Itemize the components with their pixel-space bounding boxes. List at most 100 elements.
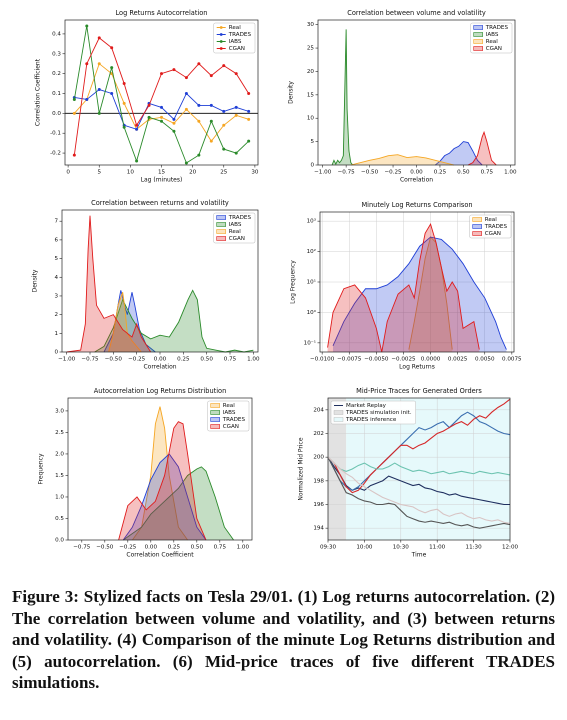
axes-frame	[317, 19, 516, 166]
point	[85, 62, 89, 66]
legend-box	[213, 22, 256, 54]
y-tick-label: 202	[313, 431, 324, 437]
point	[234, 113, 238, 117]
x-tick-label: 10:30	[393, 545, 410, 551]
y-tick-label: 0	[310, 163, 314, 169]
density-area	[66, 215, 151, 352]
legend-label: Real	[229, 25, 242, 31]
y-tick-label: 0.5	[55, 516, 64, 522]
y-axis-label: Normalized Mid Price	[298, 437, 305, 500]
y-tick-label: 2.0	[55, 451, 64, 457]
y-tick-label: 30	[307, 22, 315, 28]
point	[172, 68, 176, 72]
legend-label: Real	[485, 217, 498, 223]
point	[184, 91, 188, 95]
chart-title: Autocorrelation Log Returns Distribution	[94, 387, 227, 395]
y-tick-label: 3.0	[55, 408, 64, 414]
y-tick-label: 1.0	[55, 494, 64, 500]
legend-label: Market Replay	[346, 403, 387, 409]
point	[97, 88, 101, 92]
point	[247, 117, 251, 121]
point	[110, 91, 114, 95]
legend-label: Real	[229, 229, 242, 235]
panel: 10⁻¹ 10⁰ 10¹ 10² 10³ −0.0100 −0.0075 −0.0050 −0.…	[290, 201, 523, 371]
point	[209, 103, 213, 107]
x-tick-label: 10:00	[356, 545, 373, 551]
x-tick-label: 0.00	[154, 357, 167, 363]
x-tick-label: 25	[220, 170, 228, 176]
legend-label: IABS	[486, 32, 499, 38]
legend-box	[469, 214, 512, 239]
point	[85, 97, 89, 101]
series-line	[327, 411, 511, 491]
y-tick-label: 0	[54, 350, 58, 356]
point	[209, 74, 213, 78]
x-tick-label: 09:30	[320, 545, 337, 551]
point	[97, 62, 101, 66]
panel: 0 1 2 3 4 5 6 7 −1.00 −0.75 −0.50 −0.25 0.00 0.25 0.50…	[32, 199, 260, 371]
density-line	[327, 222, 480, 353]
point	[222, 147, 226, 151]
y-tick-label: 1	[54, 331, 58, 337]
axes-frame	[319, 211, 515, 353]
density-line	[108, 292, 142, 353]
point	[135, 127, 139, 131]
legend-box	[207, 400, 250, 432]
point	[160, 119, 163, 123]
density-line	[132, 406, 188, 541]
x-tick-label: 11:00	[429, 545, 446, 551]
point	[172, 121, 176, 125]
legend-swatch	[210, 424, 221, 429]
chart-title: Log Returns Autocorrelation	[116, 9, 208, 17]
legend-label: CGAN	[223, 424, 239, 430]
series-line	[327, 456, 511, 529]
y-tick-label: 0.0	[55, 538, 64, 544]
point	[222, 123, 226, 127]
x-tick-label: −0.0100	[310, 357, 335, 363]
x-tick-label: 30	[251, 170, 259, 176]
y-tick-label: 5	[54, 256, 58, 262]
legend-swatch	[473, 46, 484, 51]
legend-swatch	[216, 222, 227, 227]
density-area	[118, 421, 206, 540]
x-tick-label: 0.50	[191, 545, 204, 551]
point	[97, 111, 101, 115]
density-line	[350, 154, 455, 166]
x-tick-label: 0.50	[200, 357, 213, 363]
point	[209, 119, 213, 123]
series-line	[327, 456, 511, 524]
y-tick-label: 10	[307, 116, 315, 122]
density-line	[66, 215, 152, 353]
density-area	[123, 453, 206, 540]
y-tick-label: 204	[313, 407, 324, 413]
x-tick-label: −0.50	[105, 357, 123, 363]
panel: 0 5 10 15 20 25 30 −1.00 −0.75 −0.50 −0.25 0.00 0.25…	[288, 9, 517, 184]
y-axis-label: Frequency	[38, 453, 45, 484]
series-line	[327, 398, 511, 494]
density-line	[467, 130, 497, 166]
x-tick-label: −1.00	[314, 170, 332, 176]
legend-swatch	[219, 26, 223, 29]
caption: Figure 3: Stylized facts on Tesla 29/01.…	[12, 587, 555, 692]
point	[247, 139, 251, 143]
point	[234, 105, 238, 109]
point	[72, 97, 76, 101]
legend-label: TRADES	[222, 417, 246, 423]
legend-swatch	[219, 33, 223, 36]
axes-frame	[327, 397, 511, 541]
legend-swatch	[333, 410, 344, 415]
density-line	[331, 29, 354, 166]
legend-label: IABS	[229, 39, 242, 45]
point	[197, 119, 201, 123]
legend-label: TRADES simulation init.	[345, 410, 412, 416]
legend-label: IABS	[223, 410, 236, 416]
legend-swatch	[210, 403, 221, 408]
x-tick-label: 0.25	[168, 545, 181, 551]
legend-label: TRADES inference	[345, 417, 397, 423]
x-tick-label: −0.25	[384, 170, 402, 176]
point	[97, 36, 101, 40]
